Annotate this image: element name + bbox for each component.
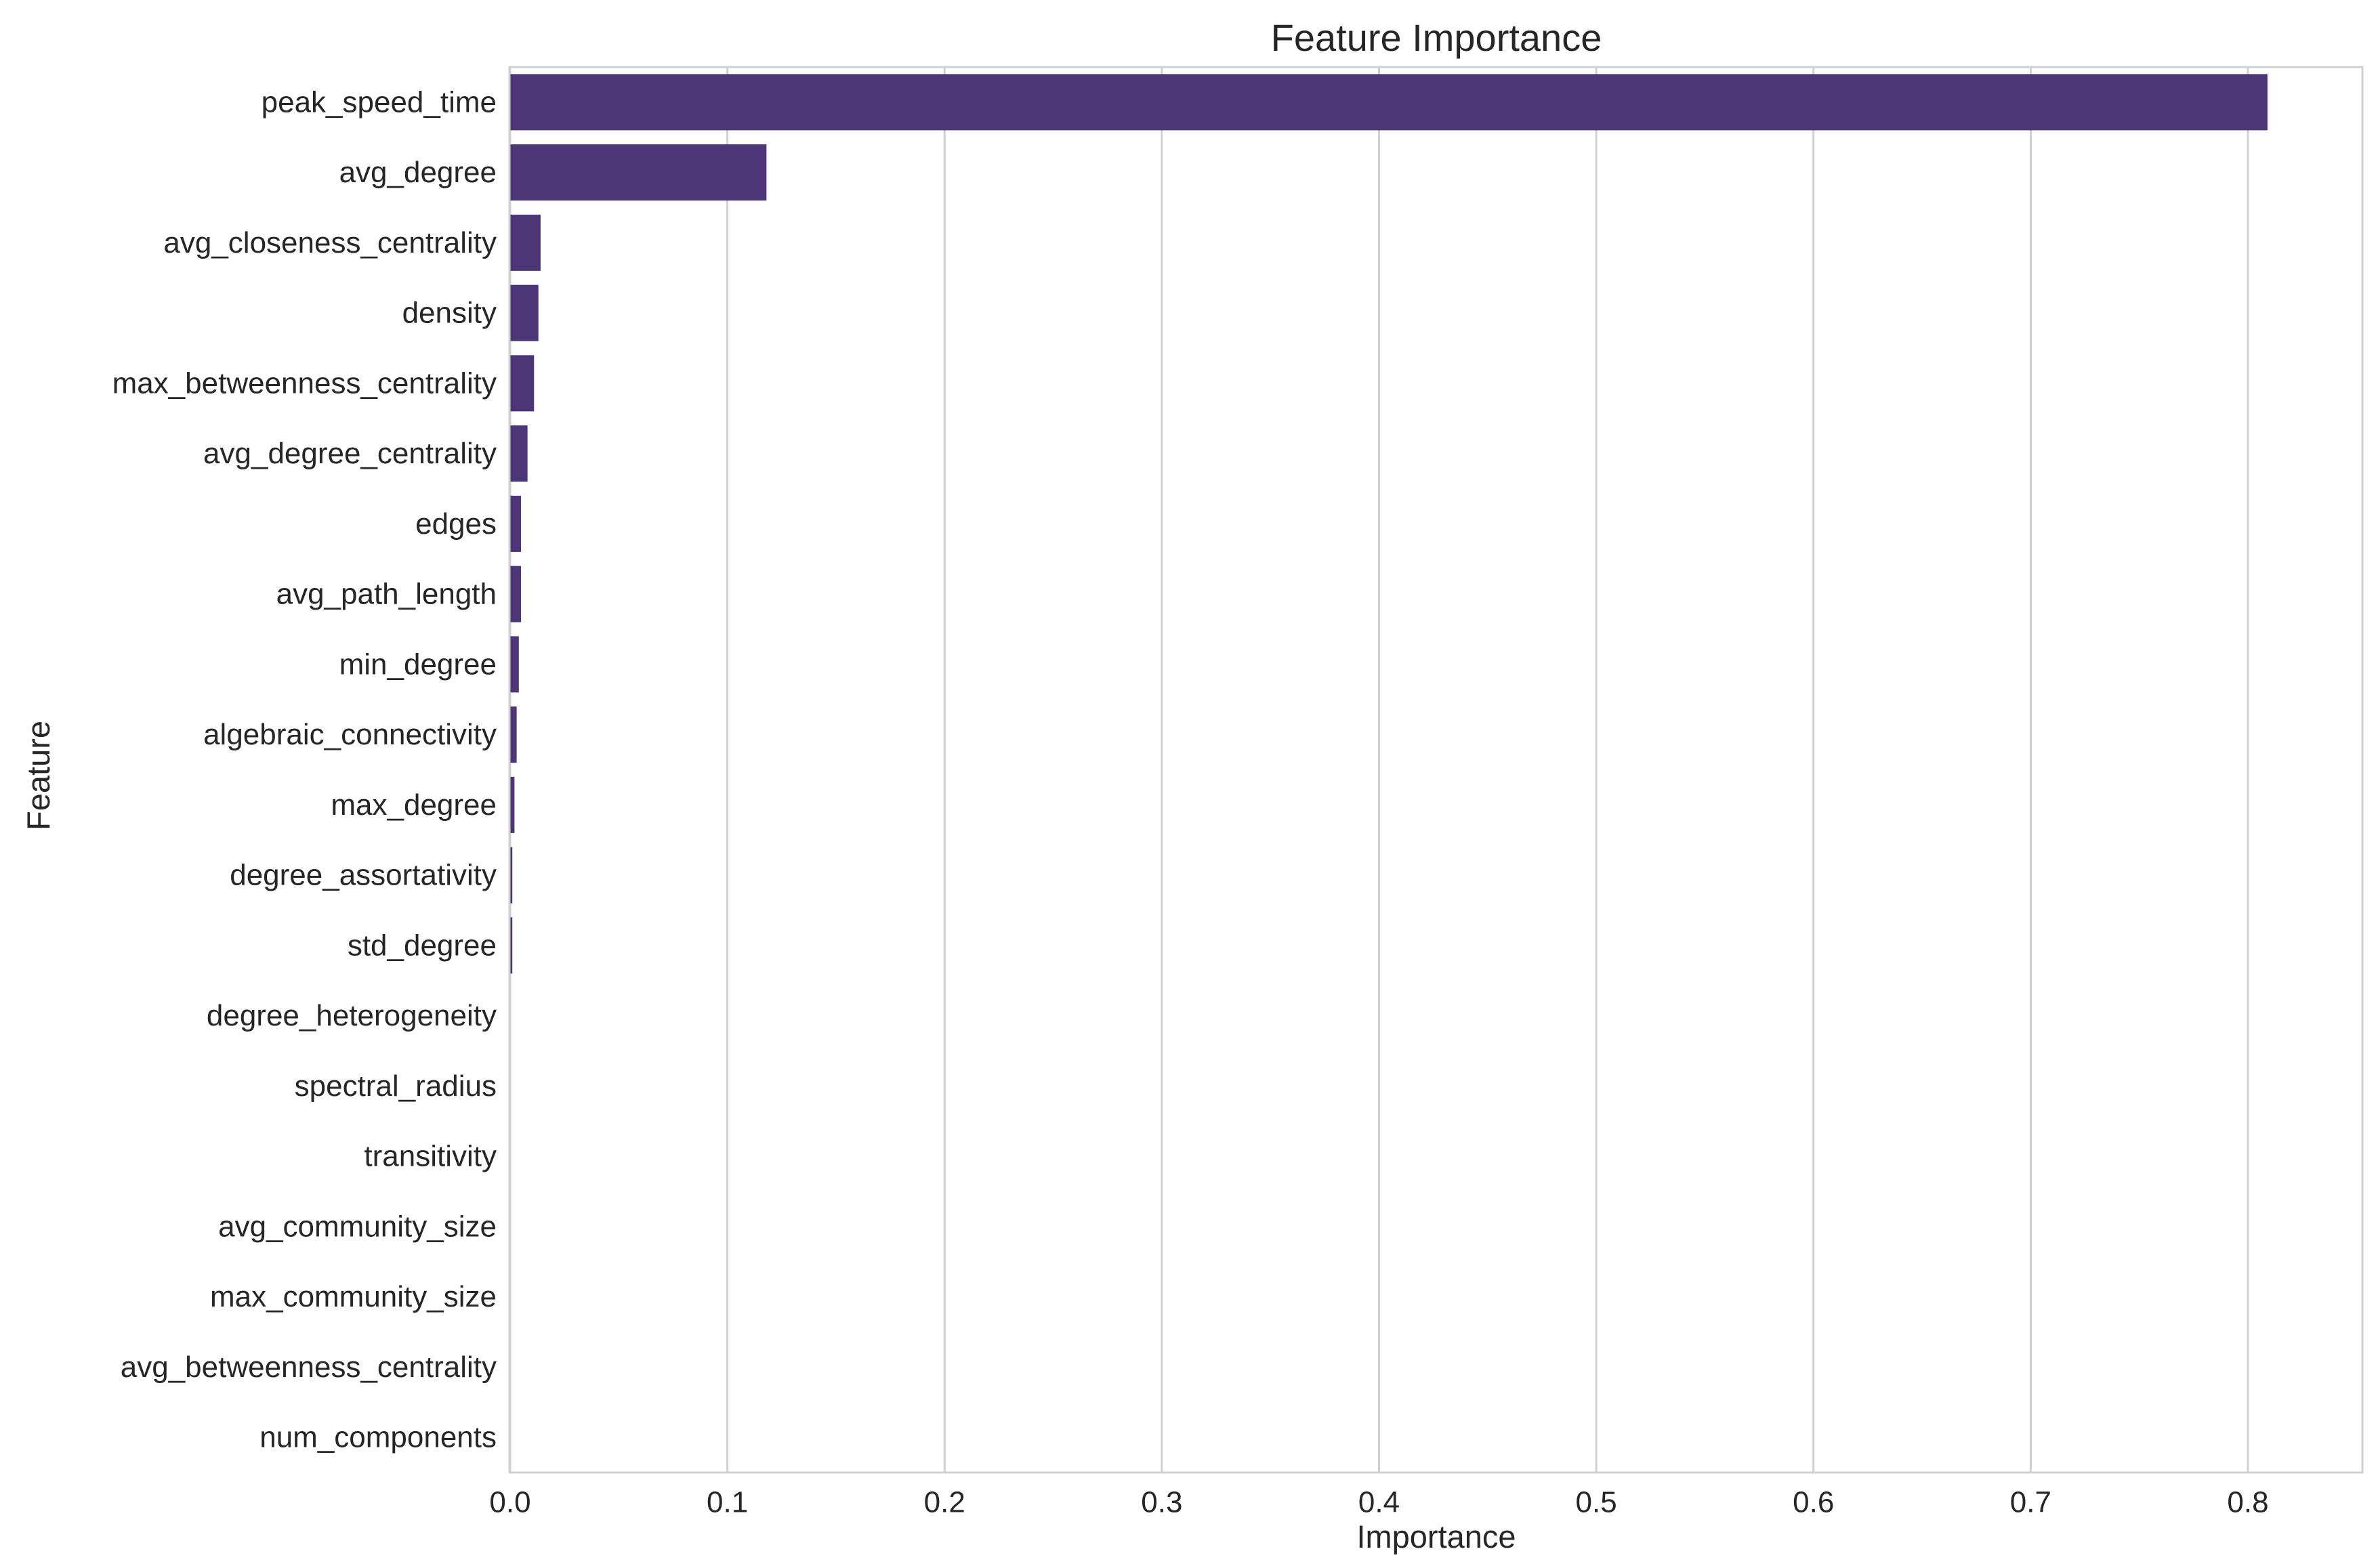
bars (510, 74, 2268, 974)
x-tick-label: 0.3 (1141, 1486, 1182, 1519)
y-tick-label: degree_assortativity (230, 859, 497, 892)
bar (510, 495, 522, 552)
y-axis-title: Feature (20, 721, 56, 830)
bar (510, 917, 513, 974)
y-tick-label: algebraic_connectivity (203, 718, 497, 751)
bar (510, 284, 539, 341)
y-tick-label: avg_path_length (276, 578, 497, 611)
x-axis-title: Importance (1356, 1519, 1516, 1554)
x-tick-label: 0.8 (2227, 1486, 2268, 1519)
y-tick-label: peak_speed_time (262, 85, 497, 119)
bar (510, 847, 513, 904)
chart-title: Feature Importance (1271, 16, 1602, 59)
y-tick-label: max_degree (331, 788, 497, 822)
y-tick-label: max_betweenness_centrality (112, 366, 497, 400)
y-tick-label: max_community_size (210, 1280, 497, 1313)
x-tick-label: 0.0 (489, 1486, 530, 1519)
x-tick-label: 0.4 (1358, 1486, 1400, 1519)
bar (510, 706, 517, 763)
plot-frame (508, 66, 2364, 1474)
x-tick-label: 0.7 (2010, 1486, 2051, 1519)
y-tick-label: degree_heterogeneity (207, 999, 497, 1032)
bar (510, 566, 522, 622)
x-tick-labels: 0.0 0.1 0.2 0.3 0.4 0.5 0.6 0.7 0.8 (489, 1486, 2268, 1519)
bar (510, 74, 2268, 131)
y-tick-label: edges (415, 507, 497, 541)
y-tick-label: num_components (259, 1421, 497, 1454)
bar (510, 214, 541, 271)
x-tick-label: 0.6 (1793, 1486, 1834, 1519)
x-tick-label: 0.1 (707, 1486, 748, 1519)
y-tick-label: avg_community_size (218, 1210, 497, 1243)
bar (510, 144, 767, 201)
bar (510, 425, 528, 482)
y-tick-label: avg_degree (339, 156, 497, 189)
y-tick-label: spectral_radius (295, 1069, 497, 1103)
y-tick-label: avg_closeness_centrality (163, 226, 497, 259)
y-tick-labels: peak_speed_time avg_degree avg_closeness_c… (112, 85, 497, 1454)
y-tick-label: avg_betweenness_centrality (121, 1351, 497, 1384)
y-tick-label: min_degree (339, 648, 497, 681)
x-tick-label: 0.2 (924, 1486, 965, 1519)
y-tick-label: std_degree (348, 929, 497, 962)
bar (510, 355, 535, 412)
y-tick-label: avg_degree_centrality (203, 437, 497, 470)
bar (510, 636, 519, 693)
bar (510, 776, 515, 833)
y-tick-label: density (402, 297, 497, 330)
x-tick-label: 0.5 (1576, 1486, 1617, 1519)
y-tick-label: transitivity (364, 1140, 497, 1173)
